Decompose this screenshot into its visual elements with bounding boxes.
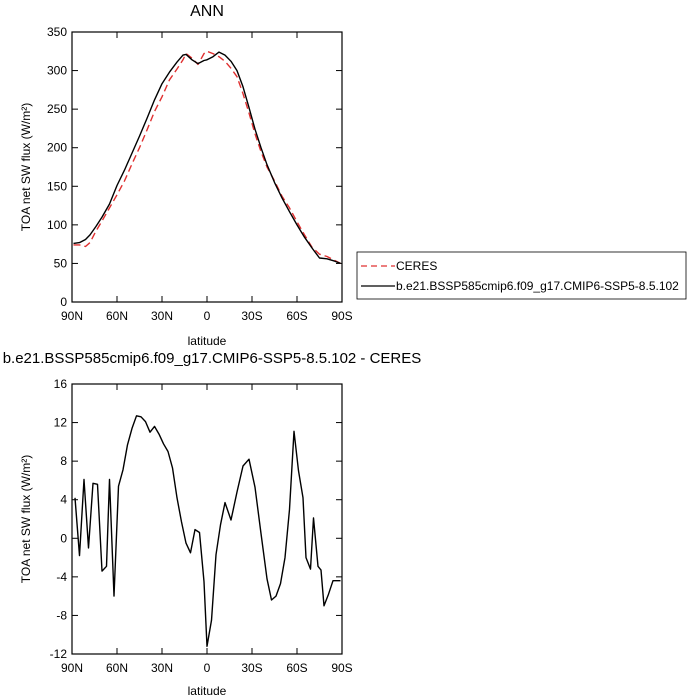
y-tick-label: -8 bbox=[56, 608, 67, 622]
series-line bbox=[73, 51, 341, 265]
y-tick-label: 0 bbox=[60, 295, 67, 309]
chart-bottom-title: b.e21.BSSP585cmip6.f09_g17.CMIP6-SSP5-8.… bbox=[3, 350, 422, 367]
legend-box bbox=[356, 251, 687, 300]
x-tick-label: 90N bbox=[61, 661, 83, 675]
x-tick-label: 60S bbox=[286, 661, 307, 675]
series-line bbox=[74, 415, 341, 647]
y-label-text: TOA net SW flux (W/m²) bbox=[19, 455, 33, 583]
y-tick-label: 8 bbox=[60, 454, 67, 468]
x-tick-label: 60N bbox=[106, 661, 128, 675]
y-tick-label: 12 bbox=[54, 416, 68, 430]
chart-top-x-axis-label: latitude bbox=[188, 334, 227, 348]
chart-bottom-y-axis: -12 -8 -4 0 4 8 12 16 bbox=[50, 377, 342, 661]
chart-bottom-x-axis: 90N 60N 30N 0 30S 60S 90S bbox=[61, 384, 353, 675]
chart-bottom-series bbox=[74, 415, 341, 647]
chart-top-series bbox=[73, 50, 341, 265]
y-tick-label: 4 bbox=[60, 493, 67, 507]
chart-top-x-axis: 90N 60N 30N 0 30S 60S 90S bbox=[61, 32, 353, 323]
chart-bottom-x-axis-label: latitude bbox=[188, 684, 227, 698]
chart-bottom-plot-frame bbox=[71, 383, 343, 655]
x-tick-label: 0 bbox=[204, 661, 211, 675]
y-tick-label: 350 bbox=[47, 25, 67, 39]
x-tick-label: 0 bbox=[204, 309, 211, 323]
y-tick-label: -4 bbox=[56, 570, 67, 584]
y-tick-label: 300 bbox=[47, 64, 67, 78]
series-line bbox=[73, 50, 341, 265]
y-tick-label: 50 bbox=[54, 256, 68, 270]
chart-top-y-axis: 0 50 100 150 200 250 300 350 bbox=[47, 25, 342, 309]
x-tick-label: 30N bbox=[151, 661, 173, 675]
chart-top-y-axis-label: TOA net SW flux (W/m²) bbox=[19, 103, 33, 231]
y-tick-label: 150 bbox=[47, 179, 67, 193]
chart-top-plot-frame bbox=[71, 31, 343, 303]
x-tick-label: 90S bbox=[331, 661, 352, 675]
x-tick-label: 60N bbox=[106, 309, 128, 323]
y-tick-label: -12 bbox=[50, 647, 68, 661]
legend-model-label: b.e21.BSSP585cmip6.f09_g17.CMIP6-SSP5-8.… bbox=[396, 279, 679, 293]
y-tick-label: 0 bbox=[60, 531, 67, 545]
x-tick-label: 30N bbox=[151, 309, 173, 323]
chart-bottom: b.e21.BSSP585cmip6.f09_g17.CMIP6-SSP5-8.… bbox=[3, 350, 422, 698]
chart-bottom-y-axis-label: TOA net SW flux (W/m²) bbox=[19, 455, 33, 583]
x-tick-label: 30S bbox=[241, 661, 262, 675]
x-tick-label: 60S bbox=[286, 309, 307, 323]
y-tick-label: 16 bbox=[54, 377, 68, 391]
y-tick-label: 200 bbox=[47, 141, 67, 155]
y-label-text: TOA net SW flux (W/m²) bbox=[19, 103, 33, 231]
x-tick-label: 90S bbox=[331, 309, 352, 323]
y-tick-label: 100 bbox=[47, 218, 67, 232]
legend: CERES b.e21.BSSP585cmip6.f09_g17.CMIP6-S… bbox=[356, 251, 687, 300]
y-tick-label: 250 bbox=[47, 102, 67, 116]
chart-top-title: ANN bbox=[190, 3, 224, 20]
chart-top: ANN 0 50 100 150 200 250 300 350 90N 60N 30N 0 30S 6… bbox=[19, 3, 687, 348]
x-tick-label: 30S bbox=[241, 309, 262, 323]
legend-ceres-label: CERES bbox=[396, 259, 437, 273]
x-tick-label: 90N bbox=[61, 309, 83, 323]
